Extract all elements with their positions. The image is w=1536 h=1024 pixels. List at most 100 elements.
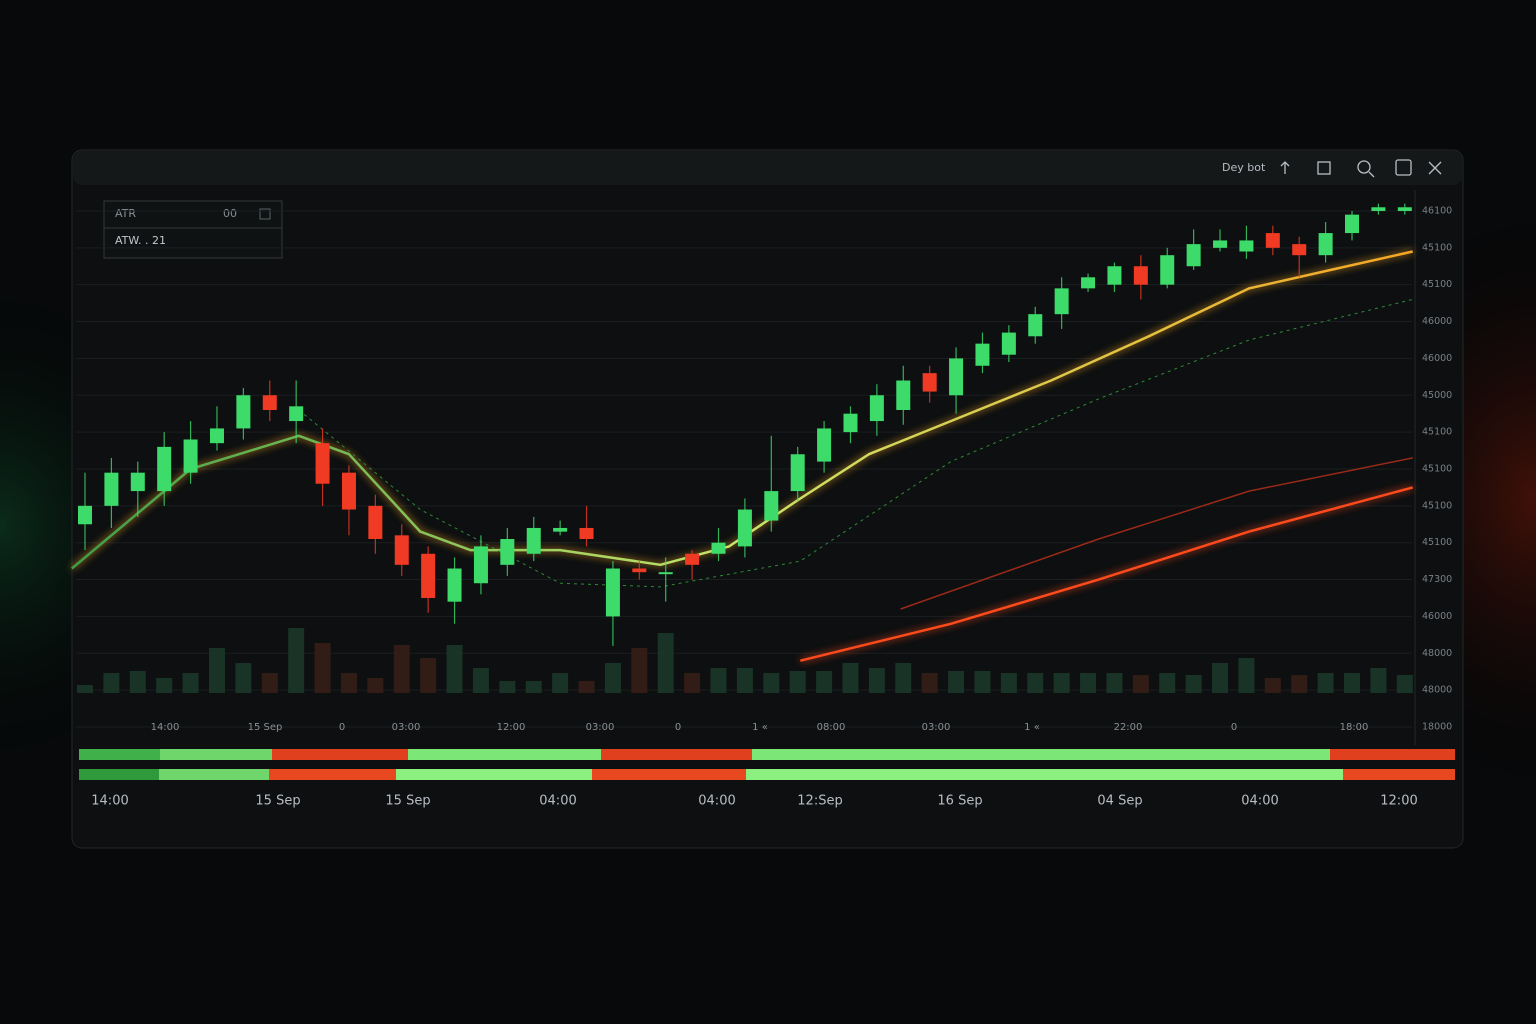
volume-bar [1000, 673, 1017, 693]
candle-body [157, 446, 172, 492]
volume-bar [367, 678, 384, 693]
volume-bar [948, 671, 965, 693]
candle-body [447, 568, 462, 602]
x-tick-label: 08:00 [817, 722, 846, 733]
strip [79, 769, 159, 780]
candle-body [1054, 288, 1069, 315]
candle-body [368, 505, 383, 540]
volume-bar [631, 648, 648, 693]
candle-body [77, 505, 92, 525]
volume-bar [710, 668, 727, 693]
y-tick-label: 18000 [1422, 722, 1452, 733]
y-tick-label: 45100 [1422, 500, 1452, 511]
candle-body [209, 428, 224, 444]
candle-body [289, 406, 304, 422]
candle-body [236, 395, 251, 429]
volume-bar [1317, 673, 1334, 693]
x-tick-label: 04 Sep [1097, 794, 1142, 809]
candle-body [1028, 314, 1043, 337]
volume-bar [1264, 678, 1281, 693]
x-tick-label: 16 Sep [937, 794, 982, 809]
y-tick-label: 48000 [1422, 648, 1452, 659]
x-tick-label: 0 [339, 722, 345, 733]
candle-body [1213, 240, 1228, 248]
x-tick-label: 04:00 [539, 794, 576, 809]
volume-bar [103, 673, 120, 693]
y-tick-label: 47300 [1422, 574, 1452, 585]
volume-bar [657, 633, 674, 693]
volume-bar [499, 681, 516, 693]
candle-body [341, 472, 356, 510]
candle-body [421, 553, 436, 598]
candle-body [632, 568, 647, 573]
y-tick-label: 46000 [1422, 316, 1452, 327]
strip [1330, 749, 1455, 760]
strip [159, 769, 269, 780]
volume-bar [156, 678, 173, 693]
volume-bar [816, 671, 833, 693]
refresh-icon[interactable] [1395, 159, 1412, 176]
volume-bar [446, 645, 463, 693]
candle-body [500, 539, 515, 565]
x-tick-label: 15 Sep [248, 722, 283, 733]
volume-bar [1159, 673, 1176, 693]
volume-bar [974, 671, 991, 693]
settings-icon[interactable] [259, 208, 271, 220]
x-tick-label: 14:00 [91, 794, 128, 809]
volume-bar [552, 673, 569, 693]
strip [408, 749, 601, 760]
y-tick-label: 48000 [1422, 685, 1452, 696]
x-tick-label: 1 « [1024, 722, 1040, 733]
x-tick-label: 12:00 [497, 722, 526, 733]
x-tick-label: 0 [675, 722, 681, 733]
indicator-line [70, 250, 1413, 570]
indicator-line [900, 457, 1413, 610]
candle-body [104, 472, 119, 506]
volume-bar [578, 681, 595, 693]
strip [752, 749, 1330, 760]
candle-body [1001, 332, 1016, 355]
volume-bar [420, 658, 437, 693]
candle-body [869, 395, 884, 422]
candle-body [394, 535, 409, 565]
volume-bar [1132, 675, 1149, 693]
candle-body [1318, 233, 1333, 256]
square-icon[interactable] [1317, 161, 1331, 175]
volume-bar [340, 673, 357, 693]
candle-body [896, 380, 911, 411]
header-bar [73, 151, 1462, 185]
candle-body [1371, 207, 1386, 211]
x-tick-label: 12:Sep [797, 794, 842, 809]
volume-bar [789, 671, 806, 693]
x-tick-label: 1 « [752, 722, 768, 733]
volume-bar [472, 668, 489, 693]
candle-body [1397, 207, 1412, 211]
volume-bar [895, 663, 912, 693]
volume-bar [76, 685, 93, 693]
zoom-icon[interactable] [1357, 160, 1371, 174]
toolbar [1280, 159, 1442, 178]
up-icon[interactable] [1280, 161, 1290, 174]
x-tick-label: 0 [1231, 722, 1237, 733]
candle-body [1239, 240, 1254, 252]
volume-bar [393, 645, 410, 693]
x-tick-label: 12:00 [1380, 794, 1417, 809]
candle-body [1133, 266, 1148, 285]
volume-bar [842, 663, 859, 693]
candle-body [130, 472, 145, 492]
candle-body [1186, 244, 1201, 267]
candle-body [1345, 214, 1360, 234]
candle-body [1160, 255, 1175, 285]
volume-bar [525, 681, 542, 693]
volume-bar [763, 673, 780, 693]
candle-body [1265, 233, 1280, 248]
volume-bar [1370, 668, 1387, 693]
header-title[interactable]: Dey bot [1222, 161, 1266, 174]
candle-body [764, 491, 779, 521]
indicator-value: 00 [223, 207, 237, 220]
candle-body [790, 454, 805, 492]
volume-bar [1238, 658, 1255, 693]
close-icon[interactable] [1428, 161, 1442, 175]
candle-body [975, 343, 990, 366]
volume-bar [1106, 673, 1123, 693]
